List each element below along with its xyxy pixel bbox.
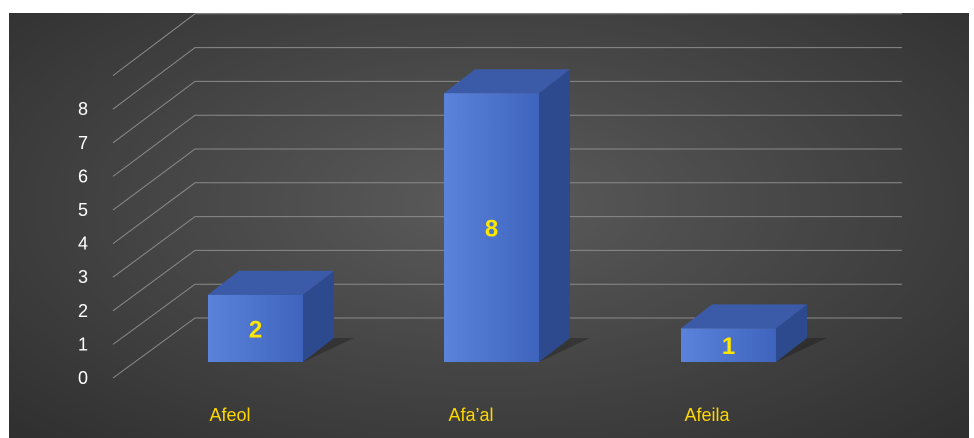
bar-side	[776, 304, 807, 362]
y-tick-label: 4	[78, 234, 88, 254]
data-label: 8	[485, 216, 498, 243]
y-tick-label: 3	[78, 267, 88, 287]
gridlines	[112, 13, 902, 379]
bar-front	[444, 93, 539, 362]
bar-top	[208, 270, 334, 295]
y-tick-label: 8	[78, 99, 88, 119]
y-tick-label: 5	[78, 200, 88, 220]
gridline	[112, 13, 902, 76]
bar: 2	[208, 270, 354, 362]
bar-top	[444, 69, 570, 94]
gridline	[112, 80, 902, 144]
bars: 2 8 1	[208, 69, 827, 362]
category-label: Afeila	[684, 405, 730, 425]
gridline	[112, 216, 902, 278]
gridline	[112, 182, 902, 245]
y-axis-tick-labels: 0 1 2 3 4 5 6 7 8	[78, 99, 88, 388]
bar: 8	[444, 69, 590, 362]
data-label: 2	[249, 316, 262, 343]
category-label: Afeol	[209, 405, 250, 425]
bar-side	[303, 270, 334, 362]
y-tick-label: 0	[78, 368, 88, 388]
gridline	[112, 148, 902, 211]
bar-front	[208, 294, 303, 362]
bar-front	[681, 328, 776, 362]
category-labels: Afeol Afa’al Afeila	[209, 405, 730, 425]
gridline	[112, 283, 902, 345]
y-tick-label: 6	[78, 166, 88, 186]
bar: 1	[681, 304, 827, 362]
data-label: 1	[722, 333, 735, 360]
bar-top	[681, 304, 807, 329]
gridline	[112, 317, 902, 379]
y-tick-label: 2	[78, 301, 88, 321]
bar-side	[539, 69, 570, 362]
category-label: Afa’al	[448, 405, 493, 425]
gridline	[112, 47, 902, 110]
gridline	[112, 249, 902, 312]
y-tick-label: 7	[78, 133, 88, 153]
gridline	[112, 114, 902, 177]
y-tick-label: 1	[78, 334, 88, 354]
